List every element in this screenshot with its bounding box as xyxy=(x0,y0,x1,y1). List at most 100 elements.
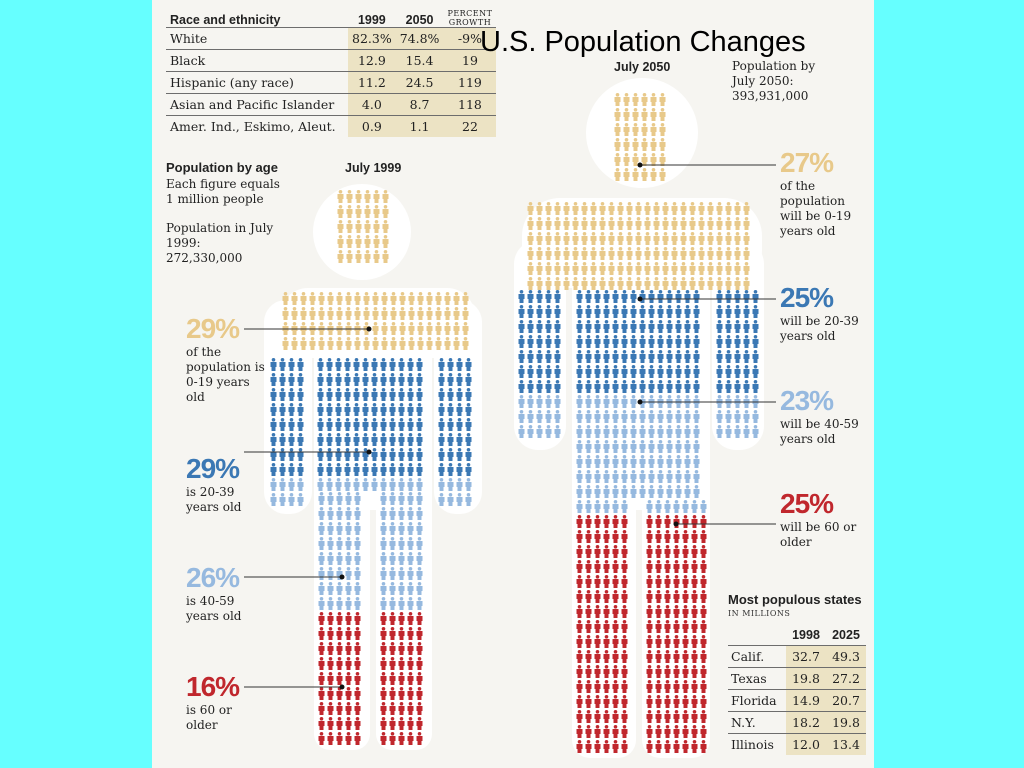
person-figure xyxy=(389,702,396,715)
person-figure xyxy=(700,605,707,618)
race-value-2050: 8.7 xyxy=(395,93,444,116)
states-header-2025: 2025 xyxy=(832,627,860,642)
person-figure xyxy=(653,247,660,260)
person-figure xyxy=(355,250,362,263)
person-figure xyxy=(435,337,442,350)
person-figure xyxy=(648,350,655,363)
person-figure xyxy=(382,250,389,263)
person-figure xyxy=(380,687,387,700)
person-figure xyxy=(354,732,361,745)
person-figure xyxy=(585,500,592,513)
person-figure xyxy=(407,418,414,431)
person-figure xyxy=(563,262,570,275)
person-figure xyxy=(390,322,397,335)
person-figure xyxy=(327,597,334,610)
person-figure xyxy=(752,320,759,333)
person-figure xyxy=(354,537,361,550)
person-figure xyxy=(416,388,423,401)
person-figure xyxy=(623,108,630,121)
person-figure xyxy=(743,217,750,230)
person-figure xyxy=(664,680,671,693)
person-figure xyxy=(380,507,387,520)
person-figure xyxy=(576,365,583,378)
state-name: Florida xyxy=(728,689,786,712)
person-figure xyxy=(536,290,543,303)
percent-label: 26% xyxy=(186,562,240,593)
person-figure xyxy=(336,717,343,730)
person-figure xyxy=(373,250,380,263)
person-figure xyxy=(630,470,637,483)
person-figure xyxy=(426,337,433,350)
person-figure xyxy=(399,337,406,350)
person-figure xyxy=(603,335,610,348)
person-figure xyxy=(612,440,619,453)
person-figure xyxy=(725,290,732,303)
person-figure xyxy=(617,232,624,245)
person-figure xyxy=(447,373,454,386)
person-figure xyxy=(612,365,619,378)
person-figure xyxy=(282,337,289,350)
person-figure xyxy=(623,153,630,166)
person-figure xyxy=(279,433,286,446)
person-figure xyxy=(673,710,680,723)
person-figure xyxy=(752,380,759,393)
person-figure xyxy=(416,522,423,535)
person-figure xyxy=(407,657,414,670)
person-figure xyxy=(641,138,648,151)
person-figure xyxy=(407,433,414,446)
person-figure xyxy=(653,262,660,275)
person-figure xyxy=(576,695,583,708)
person-figure xyxy=(639,410,646,423)
person-figure xyxy=(389,373,396,386)
person-figure xyxy=(527,410,534,423)
annotation-text: of the population will be 0-19 years old xyxy=(780,179,852,238)
person-figure xyxy=(671,202,678,215)
person-figure xyxy=(659,153,666,166)
person-figure xyxy=(364,220,371,233)
person-figure xyxy=(621,605,628,618)
race-ethnicity-table: Race and ethnicity 1999 2050 PERCENT GRO… xyxy=(166,6,497,137)
person-figure xyxy=(318,732,325,745)
person-figure xyxy=(675,470,682,483)
person-figure xyxy=(655,650,662,663)
person-figure xyxy=(545,202,552,215)
person-figure xyxy=(345,537,352,550)
leader-dot xyxy=(366,326,372,332)
person-figure xyxy=(447,493,454,506)
person-figure xyxy=(576,515,583,528)
person-figure xyxy=(527,290,534,303)
person-figure xyxy=(416,567,423,580)
person-figure xyxy=(603,605,610,618)
person-figure xyxy=(630,440,637,453)
race-value-growth: 19 xyxy=(443,49,497,72)
person-figure xyxy=(408,337,415,350)
person-figure xyxy=(288,448,295,461)
person-figure xyxy=(576,335,583,348)
table-row: White 82.3% 74.8% -9% xyxy=(166,27,497,50)
person-figure xyxy=(536,350,543,363)
person-figure xyxy=(700,725,707,738)
person-figure xyxy=(554,335,561,348)
person-figure xyxy=(563,232,570,245)
person-figure xyxy=(270,358,277,371)
person-figure xyxy=(689,202,696,215)
infographic-page: Race and ethnicity 1999 2050 PERCENT GRO… xyxy=(152,0,874,768)
person-figure xyxy=(673,530,680,543)
person-figure xyxy=(353,388,360,401)
person-figure xyxy=(646,710,653,723)
person-figure xyxy=(585,320,592,333)
person-figure xyxy=(635,202,642,215)
person-figure xyxy=(585,710,592,723)
person-figure xyxy=(691,515,698,528)
person-figure xyxy=(581,247,588,260)
person-figure xyxy=(653,202,660,215)
person-figure xyxy=(435,322,442,335)
person-figure xyxy=(648,425,655,438)
person-figure xyxy=(734,247,741,260)
person-figure xyxy=(364,250,371,263)
person-figure xyxy=(447,403,454,416)
person-figure xyxy=(576,485,583,498)
person-figure xyxy=(603,740,610,753)
person-figure xyxy=(380,717,387,730)
person-figure xyxy=(398,642,405,655)
